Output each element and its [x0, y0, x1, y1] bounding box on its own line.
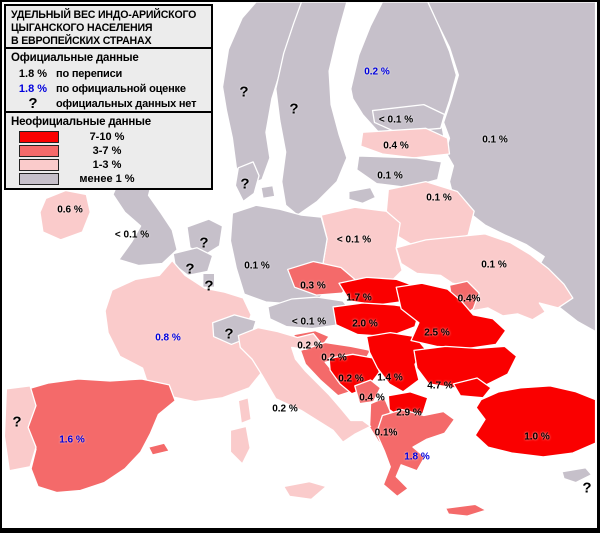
swatch-1-3-label: 1-3 %: [92, 159, 122, 171]
legend-row-lt1: менее 1 %: [10, 172, 207, 186]
label-macedonia: 2.9 %: [396, 407, 422, 419]
swatch-lt1-label: менее 1 %: [79, 173, 135, 185]
label-italy: 0.2 %: [272, 403, 298, 415]
legend-unofficial-heading: Неофициальные данные: [11, 116, 151, 128]
country-serbia: [365, 331, 426, 393]
island-kaliningrad: [348, 186, 377, 204]
legend-row-census: 1.8 % по переписи: [10, 66, 207, 81]
legend-estimate-value: 1.8 %: [18, 82, 48, 95]
label-bosnia: 0.2 %: [338, 373, 364, 385]
label-czech: 0.3 %: [300, 280, 326, 292]
label-norway: ?: [239, 83, 249, 101]
legend-census-label: по переписи: [56, 67, 123, 80]
label-montenegro: 0.4 %: [359, 392, 385, 404]
country-romania: [395, 282, 507, 350]
label-slovakia: 1.7 %: [346, 292, 372, 304]
swatch-1-3: [19, 159, 59, 171]
island-denmark: [260, 184, 276, 200]
country-luxembourg: [202, 272, 216, 288]
country-norway: [221, 2, 303, 187]
label-spain: 1.6 %: [59, 434, 85, 446]
label-finland: 0.2 %: [364, 66, 390, 78]
legend-official-panel: Официальные данные 1.8 % по переписи 1.8…: [4, 47, 213, 113]
label-bulgaria: 4.7 %: [427, 380, 453, 392]
island-balearics: [147, 442, 170, 456]
map-title-line1: УДЕЛЬНЫЙ ВЕС ИНДО-АРИЙСКОГО: [11, 9, 197, 21]
legend-unofficial-panel: Неофициальные данные 7-10 % 3-7 % 1-3 % …: [4, 111, 213, 190]
label-romania: 2.5 %: [424, 327, 450, 339]
label-denmark: ?: [240, 175, 250, 193]
country-greece: [375, 408, 456, 498]
country-cyprus: [561, 467, 593, 484]
label-ukraine: 0.1 %: [481, 259, 507, 271]
island-corsica: [237, 397, 252, 425]
legend-nodata-value: ?: [28, 95, 38, 112]
swatch-7-10: [19, 131, 59, 143]
label-serbia: 1.4 %: [377, 372, 403, 384]
legend-census-value: 1.8 %: [18, 67, 48, 80]
country-netherlands: [186, 218, 224, 257]
label-turkey: 1.0 %: [524, 431, 550, 443]
country-denmark: [234, 161, 260, 202]
label-germany: 0.1 %: [244, 260, 270, 272]
label-lithuania: 0.1 %: [377, 170, 403, 182]
island-crete: [444, 503, 487, 517]
country-hungary: [332, 302, 421, 338]
label-sweden: ?: [289, 100, 299, 118]
label-latvia: 0.4 %: [383, 140, 409, 152]
country-latvia: [360, 127, 451, 159]
country-ireland: [39, 189, 91, 241]
label-austria: < 0.1 %: [291, 316, 327, 328]
country-turkey: [474, 385, 597, 458]
label-belgium: ?: [185, 260, 195, 278]
label-france: 0.8 %: [155, 332, 181, 344]
country-italy: [237, 327, 372, 443]
swatch-lt1: [19, 173, 59, 185]
island-sicily: [283, 480, 327, 501]
legend-nodata-label: официальных данных нет: [56, 97, 197, 110]
label-uk: < 0.1 %: [114, 229, 150, 241]
swatch-3-7-label: 3-7 %: [92, 145, 122, 157]
label-estonia: < 0.1 %: [378, 114, 414, 126]
country-spain: [18, 378, 176, 494]
legend-row-7-10: 7-10 %: [10, 130, 207, 144]
map-title-line2: ЦЫГАНСКОГО НАСЕЛЕНИЯ: [11, 21, 153, 34]
country-montenegro: [354, 379, 382, 405]
label-russia: 0.1 %: [482, 134, 508, 146]
swatch-7-10-label: 7-10 %: [89, 131, 125, 143]
legend-row-3-7: 3-7 %: [10, 144, 207, 158]
country-sweden: [275, 2, 348, 216]
label-ireland: 0.6 %: [57, 204, 83, 216]
country-russia: [427, 2, 597, 333]
island-sardinia: [229, 425, 251, 465]
legend-official-heading: Официальные данные: [11, 52, 139, 64]
label-albania: 0.1%: [374, 427, 398, 439]
europe-map: [3, 2, 597, 517]
label-netherlands: ?: [199, 234, 209, 252]
legend-row-nodata: ? официальных данных нет: [10, 95, 207, 112]
country-estonia: [371, 103, 446, 133]
country-bulgaria: [413, 345, 518, 389]
label-moldova: 0.4%: [457, 293, 481, 305]
legend-row-1-3: 1-3 %: [10, 158, 207, 172]
label-slovenia: 0.2 %: [297, 340, 323, 352]
label-belarus: 0.1 %: [426, 192, 452, 204]
label-hungary: 2.0 %: [352, 318, 378, 330]
label-cyprus: ?: [582, 479, 592, 497]
country-turkey-europe: [452, 377, 492, 399]
map-labels: ?? 0.2 % 0.1 % < 0.1 % 0.4 % 0.1 % 0.1 % < 0.1 …: [2, 2, 597, 528]
label-luxembourg: ?: [204, 277, 214, 295]
country-portugal: [3, 385, 37, 472]
label-croatia: 0.2 %: [321, 352, 347, 364]
label-greece: 1.8 %: [404, 451, 430, 463]
swatch-3-7: [19, 145, 59, 157]
map-title-panel: УДЕЛЬНЫЙ ВЕС ИНДО-АРИЙСКОГО ЦЫГАНСКОГО Н…: [4, 4, 213, 49]
legend-row-estimate: 1.8 % по официальной оценке: [10, 81, 207, 96]
label-switzerland: ?: [224, 325, 234, 343]
label-portugal: ?: [12, 413, 22, 431]
label-poland: < 0.1 %: [336, 234, 372, 246]
legend-estimate-label: по официальной оценке: [56, 82, 186, 95]
map-title-line3: В ЕВРОПЕЙСКИХ СТРАНАХ: [11, 34, 152, 47]
